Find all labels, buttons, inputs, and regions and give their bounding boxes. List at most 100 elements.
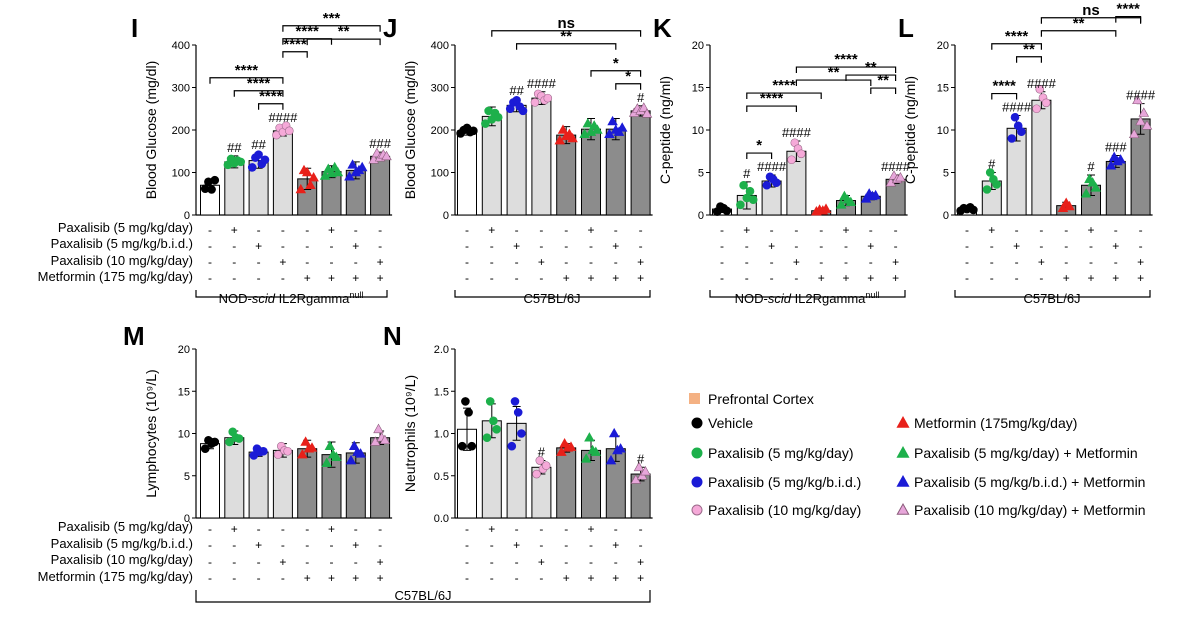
treatment-cell-k-3-6: + xyxy=(867,271,874,285)
hash-label-n-3: # xyxy=(538,445,546,460)
treatment-cell-k-0-1: + xyxy=(743,223,750,237)
treatment-cell-n-3-0: - xyxy=(465,571,469,585)
treatment-cell-k-3-4: + xyxy=(818,271,825,285)
treatment-cell-m-3-6: + xyxy=(352,571,359,585)
point-n-1-2 xyxy=(489,416,498,426)
treatment-cell-k-2-2: - xyxy=(770,255,774,269)
treatment-cell-n-0-4: - xyxy=(564,522,568,536)
treatment-cell-i-1-6: + xyxy=(352,239,359,253)
hash-label-i-2: ## xyxy=(251,137,266,152)
point-l-3-3 xyxy=(1041,98,1051,108)
sig-bracket-j-1 xyxy=(590,70,642,77)
treatment-cell-i-2-6: - xyxy=(354,255,358,269)
point-m-5-1 xyxy=(324,440,336,450)
bar-m-0 xyxy=(200,443,220,519)
point-n-0-1 xyxy=(461,397,470,406)
y-tick-label-m-0: 0 xyxy=(184,513,190,525)
treatment-cell-j-1-6: + xyxy=(612,239,619,253)
hash-label-l-1: # xyxy=(988,157,996,172)
treatment-cell-l-2-1: - xyxy=(990,255,994,269)
row-label-pax10: Paxalisib (10 mg/kg/day) xyxy=(51,253,193,268)
point-k-1-1 xyxy=(739,180,748,190)
point-m-7-3 xyxy=(379,434,391,445)
point-j-1-4 xyxy=(493,112,503,122)
legend-label-5: Paxalisib (5 mg/kg/day) + Metformin xyxy=(914,445,1138,461)
treatment-cell-n-0-7: - xyxy=(639,522,643,536)
sig-bracket-l-2 xyxy=(991,43,1042,50)
sig-bracket-i-6 xyxy=(282,25,381,32)
treatment-cell-j-0-2: - xyxy=(515,223,519,237)
sig-label-i-2: **** xyxy=(235,62,259,79)
treatment-cell-j-2-1: - xyxy=(490,255,494,269)
treatment-cell-l-1-1: - xyxy=(990,239,994,253)
point-j-6-4 xyxy=(616,122,628,132)
treatment-cell-n-2-5: - xyxy=(589,555,593,569)
y-tick-label-m-2: 10 xyxy=(178,429,190,441)
legend-label-7: Paxalisib (10 mg/kg/day) + Metformin xyxy=(914,502,1145,518)
treatment-cell-i-1-5: - xyxy=(330,239,334,253)
treatment-cell-k-2-4: - xyxy=(819,255,823,269)
hash-label-k-2: #### xyxy=(757,159,787,174)
point-j-2-4 xyxy=(518,106,528,116)
sig-bracket-i-7 xyxy=(306,38,381,46)
treatment-cell-n-2-6: - xyxy=(614,555,618,569)
treatment-labels-bottom: Paxalisib (5 mg/kg/day) Paxalisib (5 mg/… xyxy=(38,519,193,584)
treatment-cell-l-3-3: - xyxy=(1039,271,1043,285)
sig-label-k-2: **** xyxy=(772,77,796,94)
treatment-cell-l-0-1: + xyxy=(988,223,995,237)
treatment-cell-j-1-5: - xyxy=(589,239,593,253)
treatment-cell-m-3-4: + xyxy=(304,571,311,585)
bar-l-3 xyxy=(1031,99,1052,216)
treatment-cell-i-0-0: - xyxy=(208,223,212,237)
row-label-pax5bid: Paxalisib (5 mg/kg/b.i.d.) xyxy=(51,236,193,251)
treatment-cell-i-0-1: + xyxy=(231,223,238,237)
treatment-cell-m-1-1: - xyxy=(232,538,236,552)
y-tick-label-k-0: 0 xyxy=(698,210,704,222)
treatment-cell-l-1-2: + xyxy=(1013,239,1020,253)
treatment-cell-j-2-5: - xyxy=(589,255,593,269)
treatment-cell-n-2-0: - xyxy=(465,555,469,569)
treatment-cell-j-3-3: - xyxy=(539,271,543,285)
sig-bracket-k-1 xyxy=(746,105,797,113)
treatment-cell-n-1-3: - xyxy=(539,538,543,552)
point-j-0-4 xyxy=(469,126,478,136)
y-tick-label-n-4: 2.0 xyxy=(434,344,449,356)
bar-j-1 xyxy=(481,115,502,216)
bar-j-0 xyxy=(457,130,477,216)
point-l-5-0 xyxy=(1080,188,1092,198)
hash-label-l-7: #### xyxy=(1126,88,1156,103)
point-i-0-2 xyxy=(207,185,216,194)
sig-label-i-0: **** xyxy=(259,88,283,105)
strain-label-mn: C57BL/6J xyxy=(394,588,451,603)
sig-bracket-k-3 xyxy=(795,79,872,87)
treatment-cell-l-1-0: - xyxy=(965,239,969,253)
point-l-2-1 xyxy=(1010,112,1020,122)
y-tick-label-n-0: 0.0 xyxy=(434,513,449,525)
treatment-labels-top: Paxalisib (5 mg/kg/day) Paxalisib (5 mg/… xyxy=(38,220,193,284)
treatment-cell-l-3-7: + xyxy=(1137,271,1144,285)
treatment-cell-n-3-1: - xyxy=(490,571,494,585)
hash-label-i-3: #### xyxy=(268,110,298,125)
treatment-cell-n-2-4: - xyxy=(564,555,568,569)
treatment-cell-l-0-6: - xyxy=(1114,223,1118,237)
treatment-cell-l-0-2: - xyxy=(1015,223,1019,237)
treatment-cell-n-0-0: - xyxy=(465,522,469,536)
treatment-cell-i-1-4: - xyxy=(305,239,309,253)
treatment-cell-j-3-4: + xyxy=(563,271,570,285)
treatment-cell-m-1-7: - xyxy=(378,538,382,552)
y-tick-label-i-1: 100 xyxy=(172,168,190,180)
treatment-cell-n-1-5: - xyxy=(589,538,593,552)
sig-label-i-4: **** xyxy=(283,36,307,53)
point-l-7-4 xyxy=(1141,120,1153,130)
treatment-cell-m-0-5: + xyxy=(328,522,335,536)
treatment-cell-j-1-3: - xyxy=(539,239,543,253)
point-m-6-1 xyxy=(348,440,360,450)
point-m-6-0 xyxy=(345,454,357,465)
treatment-cell-i-0-2: - xyxy=(257,223,261,237)
hash-label-j-7: # xyxy=(637,90,645,105)
y-tick-label-j-0: 0 xyxy=(443,210,449,222)
strain-group-k: NOD-scid IL2Rgammanull xyxy=(709,290,906,306)
